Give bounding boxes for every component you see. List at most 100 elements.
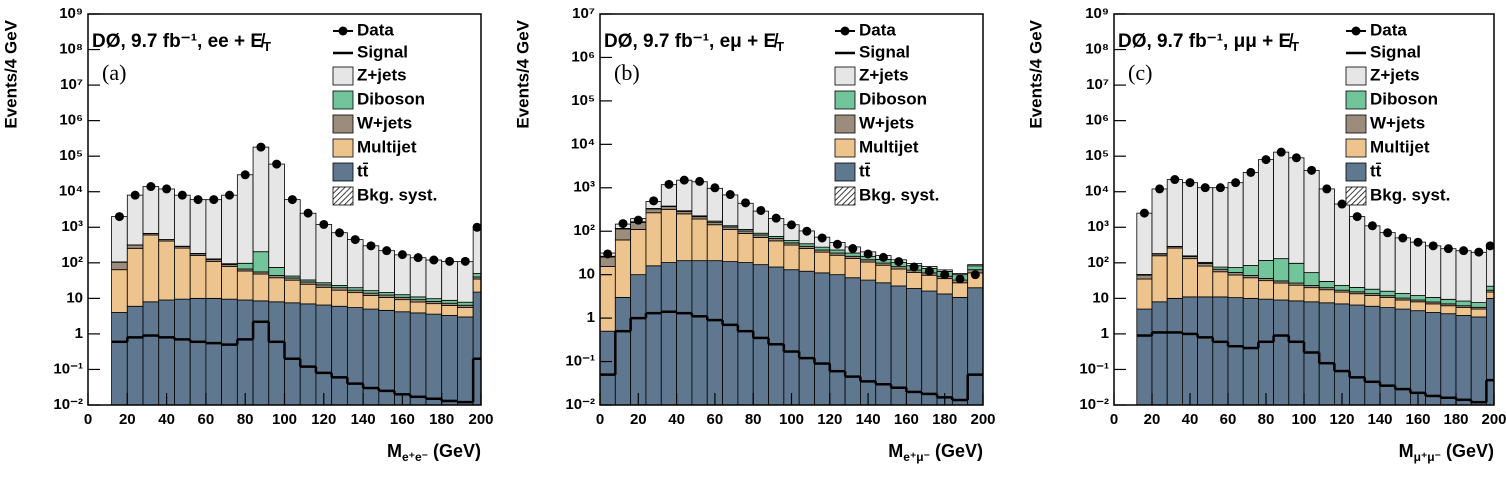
stack-bar	[331, 305, 348, 405]
stack-bar	[1440, 248, 1457, 300]
stack-bar	[1151, 301, 1168, 405]
x-tick-label: 100	[1291, 411, 1316, 428]
stack-bar	[1334, 285, 1351, 291]
stack-bar	[315, 224, 333, 284]
stack-bar	[126, 244, 144, 249]
legend-swatch	[1345, 138, 1367, 158]
stack-bar	[441, 315, 458, 405]
stack-bar	[630, 274, 647, 405]
stack-bar	[814, 272, 831, 405]
data-point	[863, 249, 873, 259]
x-tick-label: 160	[390, 411, 415, 428]
y-tick-label: 10	[1092, 289, 1109, 306]
data-point	[771, 213, 781, 223]
stack-bar	[205, 260, 223, 299]
stack-bar	[1410, 295, 1427, 301]
stack-bar	[1273, 258, 1290, 282]
data-point	[1170, 175, 1180, 185]
stack-bar	[346, 239, 364, 289]
stack-bar	[362, 245, 380, 292]
stack-bar	[1440, 305, 1457, 315]
data-point	[445, 256, 455, 266]
y-tick-label: 1	[75, 325, 83, 342]
stack-bar	[1242, 277, 1259, 299]
data-point	[1428, 241, 1438, 251]
stack-bar	[768, 266, 785, 405]
stack-bar	[378, 250, 395, 293]
data-point	[240, 170, 250, 180]
stack-bar	[1136, 212, 1153, 275]
stack-bar	[1364, 288, 1381, 295]
stack-bar	[1303, 301, 1320, 405]
data-point	[1337, 199, 1347, 209]
legend-marker	[1351, 26, 1361, 36]
legend-label: Bkg. syst.	[859, 185, 939, 204]
stack-bar	[441, 305, 458, 316]
y-tick-label: 10⁸	[1085, 41, 1109, 58]
stack-bar	[860, 279, 877, 405]
stack-bar	[844, 252, 861, 257]
x-axis-title-unit: (GeV)	[935, 441, 983, 461]
data-point	[756, 205, 766, 215]
x-axis-title: Me⁺μ⁻ (GeV)	[888, 441, 983, 464]
stack-bar	[1394, 293, 1411, 299]
stack-bar	[1273, 282, 1290, 301]
stack-bar	[967, 265, 983, 271]
stack-bar	[600, 330, 616, 405]
stack-bar	[425, 259, 443, 300]
data-point	[1215, 183, 1225, 193]
stack-bar	[362, 308, 380, 405]
stack-bar	[252, 146, 270, 253]
stack-bar	[1425, 303, 1442, 313]
stack-bar	[1136, 278, 1153, 310]
data-point	[970, 270, 980, 280]
y-tick-label: 10³	[61, 218, 83, 235]
legend-label: Data	[859, 20, 896, 39]
stack-bar	[1318, 188, 1335, 282]
legend-swatch	[834, 114, 856, 134]
legend-swatch	[834, 138, 856, 158]
stack-bar	[315, 286, 333, 306]
stack-bar	[844, 258, 861, 279]
stack-bar	[299, 283, 317, 305]
stack-bar	[126, 194, 144, 246]
legend-label: Multijet	[1370, 137, 1430, 156]
panel-label: (b)	[614, 60, 640, 85]
stack-bar	[1470, 316, 1487, 405]
x-tick-label: 20	[119, 411, 136, 428]
data-point	[130, 190, 140, 200]
legend-swatch	[332, 186, 354, 206]
stack-bar	[1151, 188, 1168, 254]
x-axis-title: Me⁺e⁻ (GeV)	[387, 441, 481, 464]
stack-bar	[614, 296, 632, 405]
data-point	[848, 244, 858, 254]
x-tick-label: 140	[856, 411, 881, 428]
data-point	[924, 266, 934, 276]
stack-bar	[737, 262, 754, 405]
panel-title-main: DØ, 9.7 fb⁻¹, μμ + E̸	[1118, 31, 1294, 52]
stack-bar	[951, 296, 969, 405]
legend-marker	[338, 26, 348, 36]
data-point	[429, 255, 439, 265]
data-point	[1322, 184, 1332, 194]
stack-bar	[921, 274, 938, 292]
stack-bar	[722, 194, 739, 227]
stack-bar	[1227, 274, 1244, 299]
panel-title-sub: T	[1291, 39, 1299, 54]
stack-bar	[299, 212, 317, 281]
data-point	[224, 190, 234, 200]
legend-label: Bkg. syst.	[357, 185, 437, 204]
legend-label: Data	[1370, 20, 1407, 39]
stack-bar	[425, 313, 443, 405]
stack-bar	[1166, 179, 1183, 247]
stack-bar	[1166, 247, 1183, 299]
y-tick-label: 10	[578, 266, 595, 283]
stack-bar	[1486, 291, 1494, 299]
stack-bar	[174, 194, 191, 247]
plot-area	[88, 14, 481, 405]
y-tick-label: 10⁻²	[565, 396, 595, 413]
stack-bar	[1227, 267, 1244, 273]
panel: 10⁻² 10⁻¹ 1 10 10² 10³ 10⁴ 10⁵ 10⁶ 10⁷ 0 20 40 60 80 10…	[513, 5, 995, 464]
stack-bar	[221, 298, 238, 405]
